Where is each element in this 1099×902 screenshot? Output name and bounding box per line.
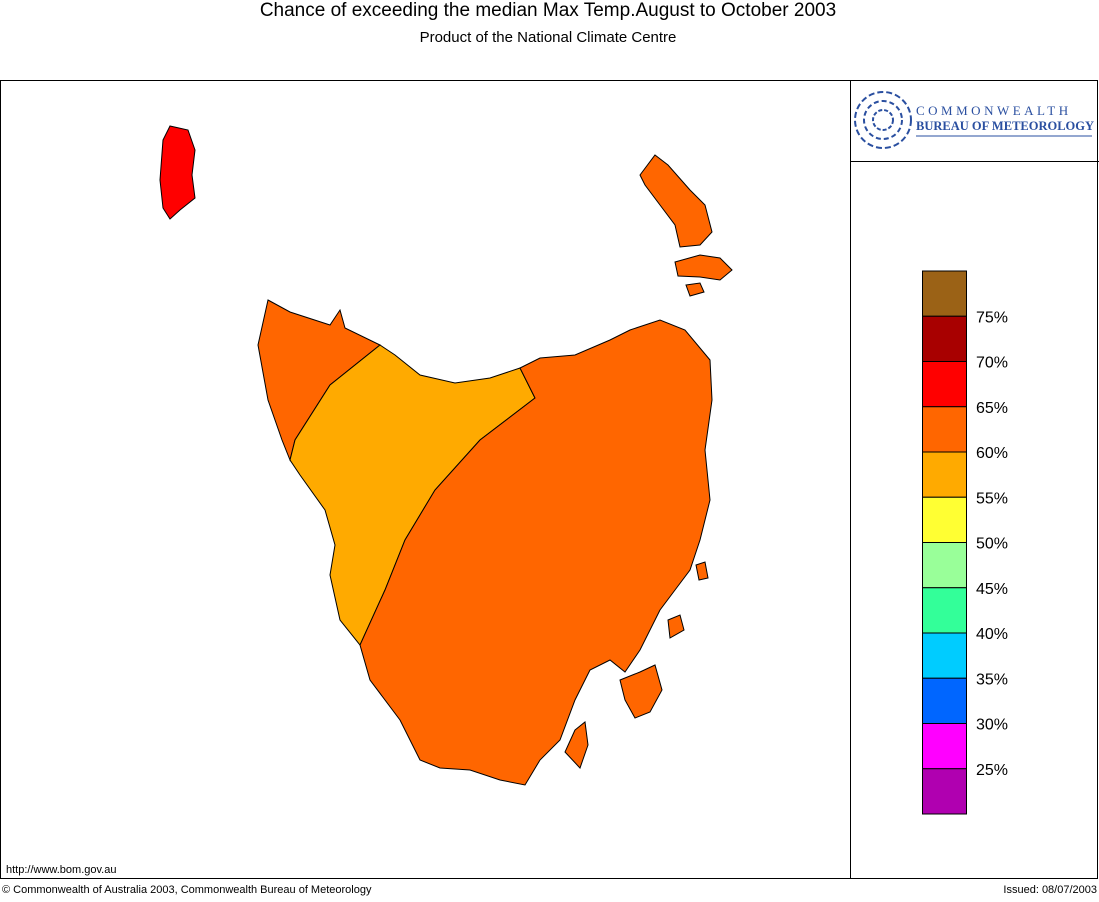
legend-swatch <box>922 451 967 498</box>
legend-swatch <box>922 270 967 317</box>
legend-label: 60% <box>976 445 1008 462</box>
region <box>674 254 733 281</box>
legend-swatch <box>922 315 967 362</box>
region <box>639 154 713 248</box>
legend-swatch <box>922 587 967 634</box>
legend-label: 45% <box>976 581 1008 598</box>
legend-swatch <box>922 632 967 679</box>
region <box>619 664 663 719</box>
region <box>359 319 713 786</box>
issued: Issued: 08/07/2003 <box>1003 884 1097 896</box>
legend-swatch <box>922 723 967 770</box>
legend-label: 75% <box>976 309 1008 326</box>
logo-text: COMMONWEALTH <box>916 103 1072 118</box>
logo: COMMONWEALTH BUREAU OF METEOROLOGY <box>854 91 1094 149</box>
logo-swirl <box>863 100 903 140</box>
copyright: © Commonwealth of Australia 2003, Common… <box>2 884 372 896</box>
legend-label: 65% <box>976 400 1008 417</box>
subtitle: Product of the National Climate Centre <box>420 29 677 46</box>
region <box>667 614 685 639</box>
legend-swatch <box>922 361 967 408</box>
logo-text: BUREAU OF METEOROLOGY <box>916 119 1094 133</box>
legend-label: 35% <box>976 671 1008 688</box>
legend-label: 25% <box>976 762 1008 779</box>
legend-label: 40% <box>976 626 1008 643</box>
legend-label: 55% <box>976 490 1008 507</box>
region <box>695 561 709 581</box>
legend: 75% 70% 65% 60% 55% 50% 45% 40% 35% 30% 25% <box>922 270 1008 815</box>
legend-swatch <box>922 542 967 589</box>
legend-label: 50% <box>976 536 1008 553</box>
title: Chance of exceeding the median Max Temp.… <box>260 0 836 21</box>
region <box>564 721 589 769</box>
url: http://www.bom.gov.au <box>6 864 116 876</box>
map <box>159 125 733 786</box>
legend-label: 30% <box>976 717 1008 734</box>
region <box>685 282 705 297</box>
legend-swatch <box>922 496 967 543</box>
legend-swatch <box>922 768 967 815</box>
logo-swirl <box>872 109 894 131</box>
legend-swatch <box>922 677 967 724</box>
map-frame <box>0 80 1098 879</box>
region <box>159 125 196 220</box>
legend-label: 70% <box>976 355 1008 372</box>
legend-swatch <box>922 406 967 453</box>
